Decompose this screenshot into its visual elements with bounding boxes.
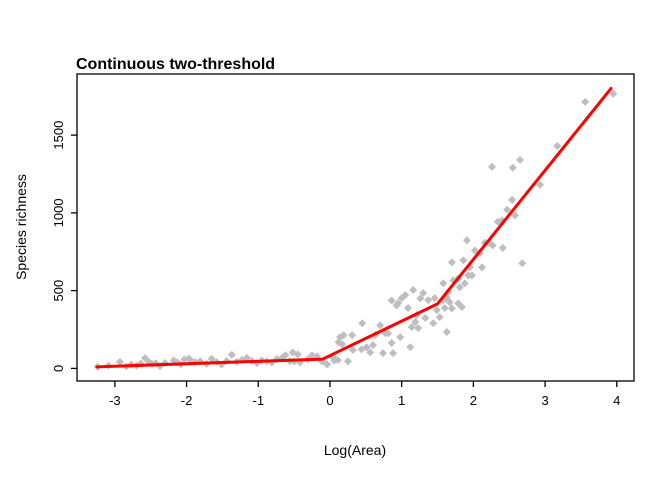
data-point-diamond xyxy=(407,323,416,332)
x-tick-label: 1 xyxy=(398,393,405,408)
data-point-diamond xyxy=(459,256,468,265)
data-point-diamond xyxy=(348,331,357,340)
x-tick-label: -3 xyxy=(109,393,121,408)
data-point-diamond xyxy=(293,350,302,359)
x-axis-ticks: -3 -2 -1 0 1 2 3 4 xyxy=(109,381,620,408)
data-point-diamond xyxy=(406,343,415,352)
data-point-diamond xyxy=(515,155,524,164)
data-point-diamond xyxy=(323,360,332,369)
data-point-diamond xyxy=(140,354,149,363)
data-point-diamond xyxy=(379,349,388,358)
data-point-diamond xyxy=(401,290,410,299)
data-point-diamond xyxy=(508,195,517,204)
data-point-diamond xyxy=(503,205,512,214)
data-point-diamond xyxy=(376,321,385,330)
plot-border-box xyxy=(76,73,635,382)
data-point-diamond xyxy=(411,318,420,327)
data-point-diamond xyxy=(227,350,236,359)
data-point-diamond xyxy=(409,286,418,295)
data-point-diamond xyxy=(457,302,466,311)
data-point-diamond xyxy=(348,346,357,355)
data-point-diamond xyxy=(445,298,454,307)
y-axis-label: Species richness xyxy=(13,174,29,280)
data-point-diamond xyxy=(510,211,519,220)
data-point-diamond xyxy=(242,353,251,362)
data-point-diamond xyxy=(333,356,342,365)
y-tick-label: 0 xyxy=(51,365,66,372)
data-point-diamond xyxy=(338,340,347,349)
data-point-diamond xyxy=(416,294,425,303)
scatter-points xyxy=(93,89,618,371)
data-point-diamond xyxy=(394,299,403,308)
data-point-diamond xyxy=(430,294,439,303)
data-point-diamond xyxy=(384,329,393,338)
data-point-diamond xyxy=(488,162,497,171)
x-tick-label: 2 xyxy=(470,393,477,408)
data-point-diamond xyxy=(435,313,444,322)
data-point-diamond xyxy=(414,324,423,333)
data-point-diamond xyxy=(498,243,507,252)
piecewise-fit-line xyxy=(95,86,613,369)
y-tick-label: 500 xyxy=(51,280,66,302)
data-point-diamond xyxy=(581,97,590,106)
x-tick-label: 3 xyxy=(541,393,548,408)
data-point-diamond xyxy=(447,258,456,267)
data-point-diamond xyxy=(462,236,471,245)
data-point-diamond xyxy=(368,341,377,350)
data-point-diamond xyxy=(421,314,430,323)
data-point-diamond xyxy=(460,279,469,288)
data-point-diamond xyxy=(467,271,476,280)
data-point-diamond xyxy=(429,319,438,328)
x-tick-label: 4 xyxy=(613,393,620,408)
data-point-diamond xyxy=(536,180,545,189)
data-point-diamond xyxy=(455,283,464,292)
data-point-diamond xyxy=(508,163,517,172)
y-tick-label: 1500 xyxy=(51,121,66,150)
data-point-diamond xyxy=(518,259,527,268)
x-tick-label: -2 xyxy=(181,393,193,408)
data-point-diamond xyxy=(447,304,456,313)
data-point-diamond xyxy=(396,333,405,342)
data-point-diamond xyxy=(553,142,562,151)
data-point-diamond xyxy=(358,319,367,328)
data-point-diamond xyxy=(488,241,497,250)
chart-title: Continuous two-threshold xyxy=(76,56,275,73)
data-point-diamond xyxy=(281,351,290,360)
data-point-diamond xyxy=(115,357,124,366)
data-point-diamond xyxy=(440,304,449,313)
x-tick-label: -1 xyxy=(252,393,264,408)
data-point-diamond xyxy=(439,279,448,288)
y-tick-label: 1000 xyxy=(51,198,66,227)
data-point-diamond xyxy=(404,304,413,313)
y-axis-ticks: 0 500 1000 1500 xyxy=(51,121,77,372)
data-point-diamond xyxy=(389,349,398,358)
data-point-diamond xyxy=(477,263,486,272)
x-tick-label: 0 xyxy=(326,393,333,408)
data-point-diamond xyxy=(442,328,451,337)
data-point-diamond xyxy=(362,343,371,352)
data-point-diamond xyxy=(366,348,375,357)
data-point-diamond xyxy=(207,354,216,363)
data-point-diamond xyxy=(419,288,428,297)
data-point-diamond xyxy=(424,296,433,305)
data-point-diamond xyxy=(387,296,396,305)
data-point-diamond xyxy=(432,306,441,315)
data-point-diamond xyxy=(387,339,396,348)
data-point-diamond xyxy=(609,89,618,98)
data-point-diamond xyxy=(343,357,352,366)
data-point-diamond xyxy=(339,331,348,340)
x-axis-label: Log(Area) xyxy=(324,442,386,458)
